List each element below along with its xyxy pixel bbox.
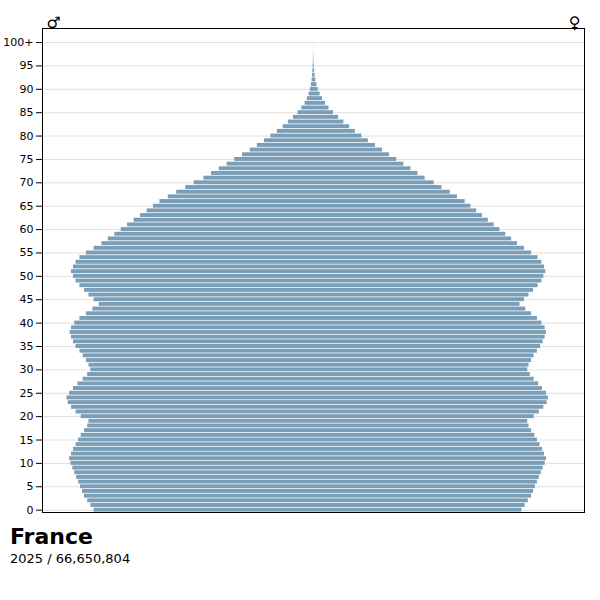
svg-text:5: 5: [27, 480, 34, 493]
svg-text:25: 25: [20, 387, 34, 400]
svg-text:40: 40: [20, 317, 34, 330]
svg-text:♀: ♀: [569, 13, 581, 32]
html-text:France: France: [10, 524, 93, 549]
svg-text:55: 55: [20, 246, 34, 259]
svg-text:50: 50: [20, 270, 34, 283]
svg-text:70: 70: [20, 176, 34, 189]
svg-text:35: 35: [20, 340, 34, 353]
svg-text:20: 20: [20, 410, 34, 423]
html-text:2025 / 66,650,804: 2025 / 66,650,804: [10, 551, 131, 566]
svg-text:85: 85: [20, 106, 34, 119]
svg-text:30: 30: [20, 363, 34, 376]
svg-text:10: 10: [20, 457, 34, 470]
svg-text:95: 95: [20, 59, 34, 72]
svg-text:80: 80: [20, 130, 34, 143]
svg-text:45: 45: [20, 293, 34, 306]
svg-text:0: 0: [27, 504, 34, 517]
svg-text:75: 75: [20, 153, 34, 166]
svg-text:15: 15: [20, 434, 34, 447]
svg-text:100+: 100+: [3, 36, 33, 49]
svg-text:90: 90: [20, 83, 34, 96]
svg-text:60: 60: [20, 223, 34, 236]
svg-text:65: 65: [20, 200, 34, 213]
svg-text:♂: ♂: [47, 13, 61, 32]
